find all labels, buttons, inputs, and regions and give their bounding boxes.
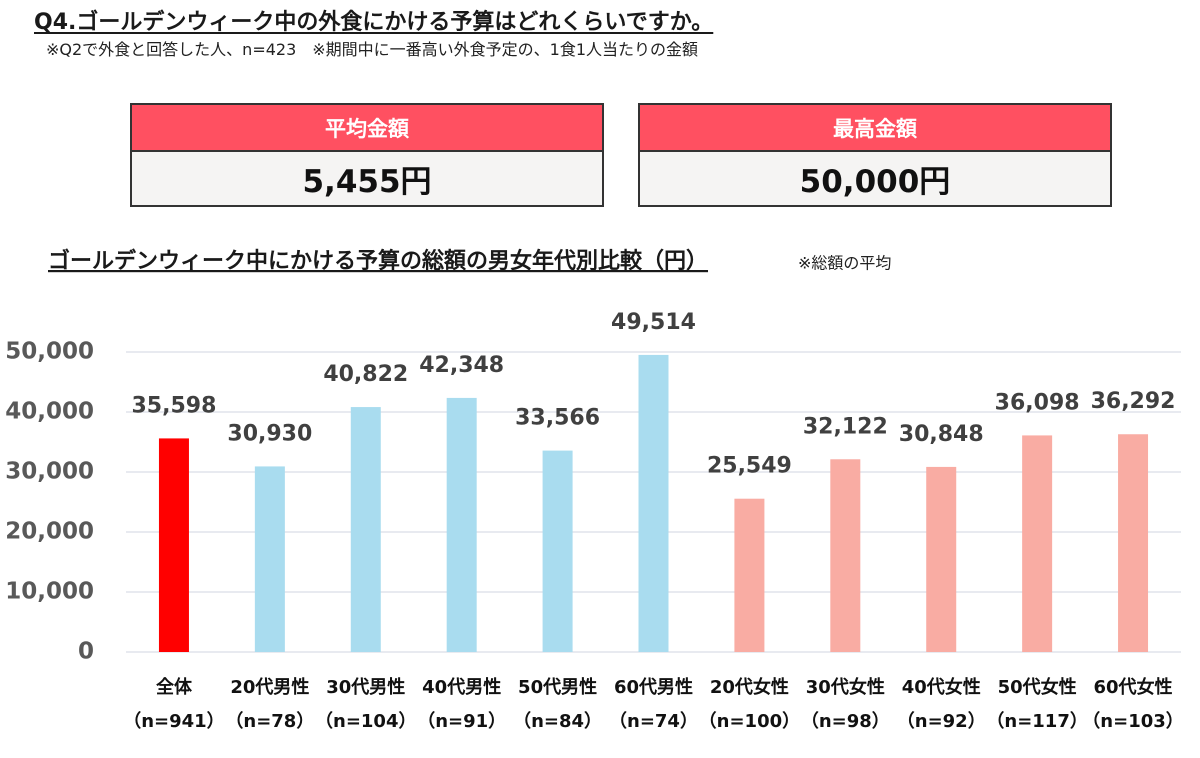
chart-subtitle: ※総額の平均	[798, 254, 891, 273]
x-tick-note: （n=84）	[513, 711, 602, 732]
summary-value: 5,455円	[302, 164, 432, 200]
summary-box: 最高金額 50,000円	[638, 103, 1112, 207]
summary-box: 平均金額 5,455円	[130, 103, 604, 207]
x-tick-note: （n=92）	[897, 711, 986, 732]
bar	[158, 438, 189, 652]
x-tick-label: 20代女性	[710, 676, 789, 698]
y-tick-label: 40,000	[5, 399, 94, 425]
x-tick-note: （n=117）	[986, 711, 1087, 732]
bar	[830, 459, 861, 652]
x-tick-label: 60代女性	[1094, 676, 1173, 698]
x-tick-label: 30代男性	[326, 676, 405, 698]
x-tick-label: 50代女性	[998, 676, 1077, 698]
x-tick-note: （n=78）	[225, 711, 314, 732]
bar	[254, 466, 285, 652]
value-label: 36,292	[1091, 389, 1176, 414]
x-tick-label: 40代女性	[902, 676, 981, 698]
x-tick-note: （n=103）	[1082, 711, 1183, 732]
summary-value: 50,000円	[799, 164, 951, 200]
y-tick-label: 30,000	[5, 459, 94, 485]
x-tick-label: 60代男性	[614, 676, 693, 698]
value-label: 35,598	[132, 393, 217, 418]
bar	[734, 498, 765, 652]
bar	[446, 397, 477, 652]
page-title: Q4.ゴールデンウィーク中の外食にかける予算はどれくらいですか。	[34, 10, 714, 35]
value-label: 49,514	[611, 310, 696, 335]
page-note: ※Q2で外食と回答した人、n=423 ※期間中に一番高い外食予定の、1食1人当た…	[46, 40, 699, 59]
x-tick-note: （n=98）	[801, 711, 890, 732]
value-label: 32,122	[803, 414, 888, 439]
x-tick-label: 全体	[156, 676, 193, 698]
y-tick-label: 0	[78, 639, 94, 665]
summary-label: 平均金額	[132, 105, 602, 152]
x-tick-note: （n=104）	[315, 711, 416, 732]
y-tick-label: 10,000	[5, 579, 94, 605]
bar	[542, 450, 573, 652]
value-label: 36,098	[995, 390, 1080, 415]
value-label: 42,348	[419, 353, 504, 378]
x-tick-note: （n=91）	[417, 711, 506, 732]
x-tick-label: 20代男性	[230, 676, 309, 698]
y-tick-label: 20,000	[5, 519, 94, 545]
value-label: 30,930	[227, 421, 312, 446]
bar	[350, 407, 381, 652]
bar	[638, 354, 669, 652]
bar	[926, 466, 957, 652]
chart-title: ゴールデンウィーク中にかける予算の総額の男女年代別比較（円）	[48, 248, 708, 274]
value-label: 33,566	[515, 406, 600, 431]
value-label: 25,549	[707, 454, 792, 479]
bar	[1118, 434, 1149, 652]
value-label: 40,822	[323, 362, 408, 387]
x-tick-note: （n=941）	[123, 711, 224, 732]
x-tick-label: 40代男性	[422, 676, 501, 698]
x-tick-label: 30代女性	[806, 676, 885, 698]
y-tick-label: 50,000	[5, 339, 94, 365]
x-tick-note: （n=74）	[609, 711, 698, 732]
bar	[1022, 435, 1053, 652]
x-tick-label: 50代男性	[518, 676, 597, 698]
value-label: 30,848	[899, 422, 984, 447]
x-tick-note: （n=100）	[699, 711, 800, 732]
summary-label: 最高金額	[640, 105, 1110, 152]
